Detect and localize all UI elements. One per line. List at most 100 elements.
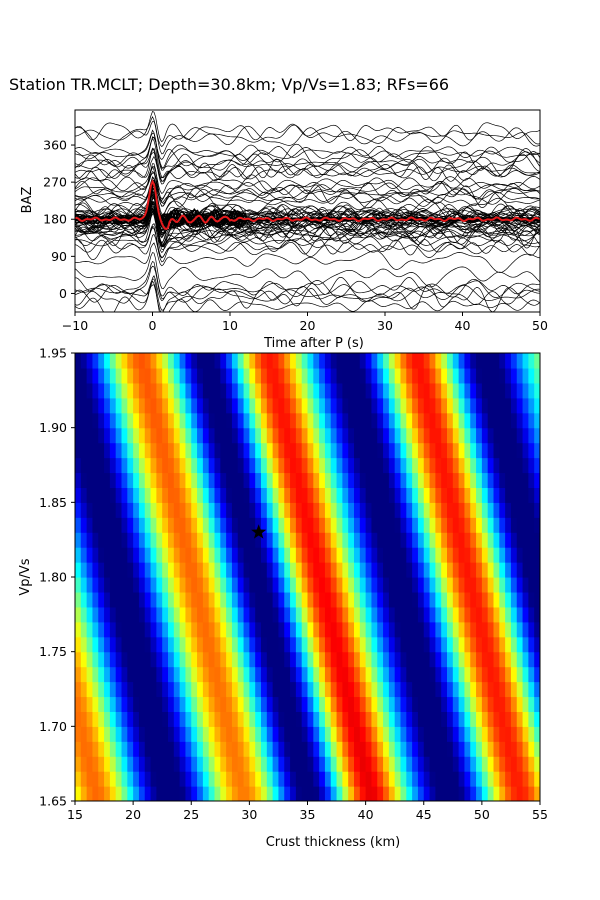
bottom-y-tick-label: 1.85 — [39, 495, 67, 510]
heatmap-cell — [441, 696, 448, 712]
heatmap-cell — [354, 517, 361, 533]
heatmap-cell — [295, 621, 303, 638]
heatmap-cell — [412, 786, 419, 801]
heatmap-cell — [104, 367, 111, 384]
heatmap-cell — [173, 502, 181, 518]
heatmap-cell — [493, 711, 500, 727]
heatmap-cell — [80, 397, 88, 414]
heatmap-cell — [75, 726, 82, 742]
heatmap-cell — [75, 786, 82, 801]
heatmap-cell — [394, 562, 402, 578]
heatmap-cell — [191, 472, 198, 488]
heatmap-cell — [365, 756, 373, 772]
heatmap-cell — [528, 696, 535, 712]
heatmap-cell — [412, 502, 419, 518]
heatmap-cell — [342, 591, 349, 608]
heatmap-cell — [191, 711, 198, 727]
heatmap-cell — [202, 472, 210, 488]
heatmap-cell — [354, 427, 361, 444]
heatmap-cell — [150, 562, 157, 578]
heatmap-cell — [284, 681, 291, 698]
heatmap-cell — [510, 681, 518, 698]
heatmap-cell — [452, 532, 460, 548]
heatmap-cell — [231, 636, 239, 653]
heatmap-cell — [197, 681, 204, 698]
heatmap-cell — [371, 502, 378, 518]
heatmap-cell — [168, 681, 175, 698]
heatmap-cell — [464, 577, 471, 593]
heatmap-cell — [499, 636, 506, 653]
heatmap-cell — [208, 636, 216, 653]
heatmap-cell — [441, 502, 448, 518]
heatmap-cell — [330, 636, 338, 653]
heatmap-cell — [202, 711, 210, 727]
heatmap-cell — [98, 771, 105, 787]
heatmap-cell — [144, 591, 152, 608]
heatmap-cell — [86, 636, 94, 653]
heatmap-cell — [447, 606, 454, 623]
heatmap-cell — [272, 696, 280, 712]
heatmap-cell — [452, 681, 460, 698]
heatmap-cell — [487, 606, 495, 623]
heatmap-cell — [394, 771, 402, 787]
heatmap-cell — [173, 711, 181, 727]
heatmap-cell — [400, 666, 407, 683]
heatmap-cell — [86, 651, 94, 668]
heatmap-cell — [214, 367, 221, 384]
heatmap-cell — [185, 577, 192, 593]
heatmap-cell — [284, 786, 291, 801]
heatmap-cell — [197, 457, 204, 474]
heatmap-cell — [336, 412, 343, 429]
heatmap-cell — [423, 353, 431, 369]
heatmap-cell — [290, 666, 297, 683]
heatmap-cell — [75, 681, 82, 698]
heatmap-cell — [429, 621, 436, 638]
rf-trace — [75, 278, 540, 311]
heatmap-cell — [394, 621, 402, 638]
heatmap-cell — [231, 472, 239, 488]
heatmap-cell — [255, 397, 262, 414]
heatmap-cell — [336, 771, 343, 787]
heatmap-cell — [144, 397, 152, 414]
heatmap-cell — [441, 517, 448, 533]
heatmap-cell — [301, 636, 309, 653]
heatmap-cell — [336, 397, 343, 414]
heatmap-cell — [493, 741, 500, 757]
heatmap-cell — [534, 382, 540, 399]
heatmap-cell — [266, 741, 274, 757]
heatmap-cell — [156, 397, 163, 414]
heatmap-cell — [476, 696, 483, 712]
heatmap-cell — [481, 457, 489, 474]
heatmap-cell — [313, 651, 320, 668]
heatmap-cell — [162, 786, 169, 801]
heatmap-cell — [138, 502, 146, 518]
heatmap-cell — [138, 591, 146, 608]
heatmap-cell — [342, 517, 349, 533]
heatmap-cell — [522, 591, 529, 608]
heatmap-cell — [168, 636, 175, 653]
heatmap-cell — [423, 726, 431, 742]
heatmap-cell — [237, 771, 245, 787]
heatmap-cell — [319, 502, 326, 518]
heatmap-cell — [400, 606, 407, 623]
heatmap-cell — [400, 427, 407, 444]
heatmap-cell — [412, 771, 419, 787]
heatmap-cell — [272, 382, 280, 399]
heatmap-cell — [168, 457, 175, 474]
heatmap-cell — [185, 532, 192, 548]
heatmap-cell — [220, 696, 227, 712]
heatmap-cell — [98, 412, 105, 429]
heatmap-cell — [417, 636, 425, 653]
heatmap-cell — [435, 532, 442, 548]
rf-trace — [75, 120, 540, 148]
heatmap-cell — [522, 562, 529, 578]
heatmap-cell — [371, 382, 378, 399]
heatmap-cell — [144, 457, 152, 474]
heatmap-cell — [295, 666, 303, 683]
heatmap-cell — [278, 666, 285, 683]
heatmap-cell — [383, 577, 390, 593]
heatmap-cell — [208, 786, 216, 801]
heatmap-cell — [499, 427, 506, 444]
heatmap-cell — [127, 412, 134, 429]
heatmap-cell — [202, 397, 210, 414]
